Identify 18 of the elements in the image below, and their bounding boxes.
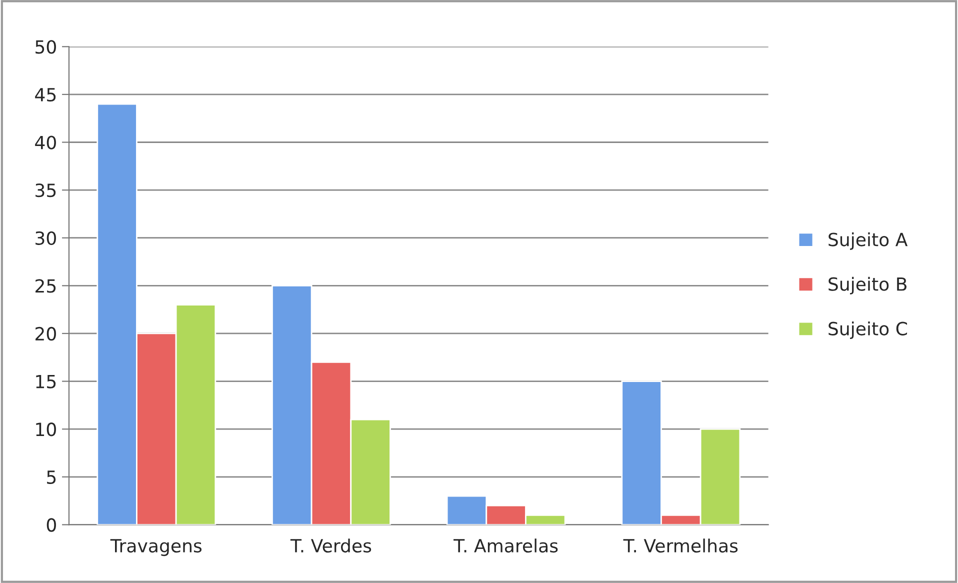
y-tick-label: 10: [36, 422, 56, 436]
y-tick-label: 35: [36, 184, 56, 198]
y-tick-label: 40: [35, 136, 56, 150]
y-tick-label: 50: [36, 40, 56, 54]
x-tick-label: T. Vermelhas: [623, 538, 738, 553]
y-tick-label: 15: [36, 374, 56, 388]
y-tick-label: 0: [46, 518, 56, 532]
y-tick-label: 20: [36, 326, 56, 341]
x-tick-label: T. Amarelas: [454, 538, 558, 553]
y-tick-label: 5: [47, 470, 56, 484]
y-tick-label: 30: [36, 231, 56, 245]
legend-label: Sujeito B: [828, 276, 906, 294]
y-tick-label: 25: [36, 279, 56, 293]
x-tick-label: T. Verdes: [290, 538, 372, 553]
x-tick-label: Travagens: [110, 539, 202, 556]
legend-label: Sujeito A: [828, 232, 908, 250]
y-tick-label: 45: [35, 88, 56, 102]
legend-label: Sujeito C: [828, 321, 907, 339]
